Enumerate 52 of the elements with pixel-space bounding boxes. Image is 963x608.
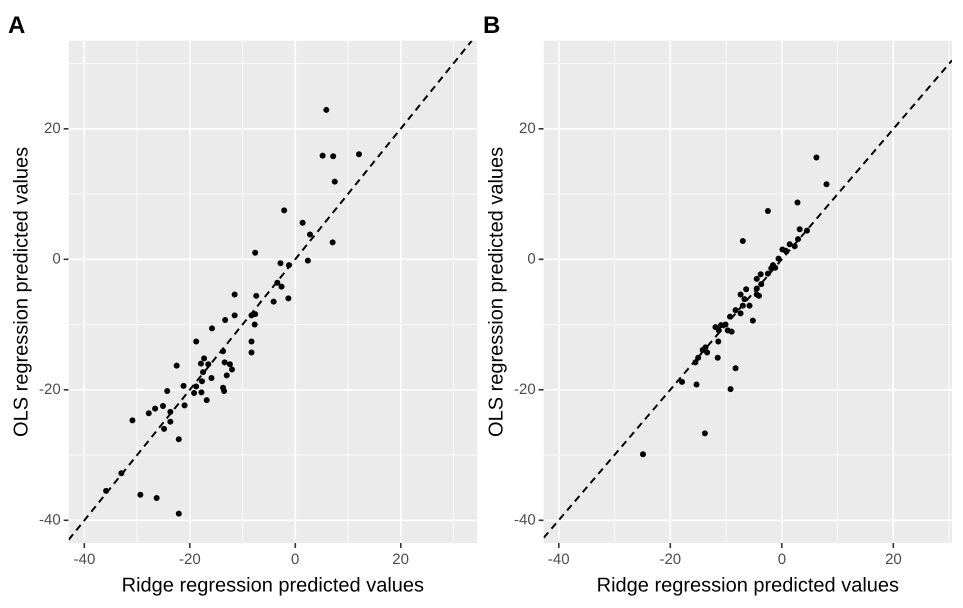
point bbox=[715, 338, 722, 344]
point bbox=[796, 226, 803, 232]
point bbox=[750, 318, 756, 324]
x-tick-label: 0 bbox=[778, 551, 786, 568]
x-tick-label: -20 bbox=[659, 551, 682, 568]
y-tick-label: 0 bbox=[52, 250, 61, 268]
point bbox=[823, 181, 830, 188]
point bbox=[754, 276, 760, 282]
x-tick-label: 20 bbox=[392, 551, 409, 568]
point bbox=[795, 236, 802, 242]
point bbox=[732, 307, 739, 314]
y-axis-title: OLS regression predicted values bbox=[10, 146, 33, 437]
point bbox=[732, 365, 739, 372]
x-tick-label: -40 bbox=[74, 551, 96, 568]
chart-title: B bbox=[483, 12, 500, 40]
point bbox=[786, 241, 793, 248]
point bbox=[738, 310, 744, 316]
point bbox=[702, 430, 708, 436]
y-axis-title: OLS regression predicted values bbox=[486, 146, 508, 437]
point bbox=[640, 451, 646, 458]
point bbox=[704, 350, 710, 356]
y-tick-label: -40 bbox=[38, 511, 61, 528]
point bbox=[746, 302, 753, 309]
y-tick-label: -20 bbox=[38, 380, 61, 398]
point bbox=[694, 382, 700, 388]
point bbox=[764, 208, 771, 214]
point bbox=[714, 354, 721, 361]
point bbox=[804, 228, 810, 234]
point bbox=[743, 286, 750, 292]
x-tick-label: -20 bbox=[179, 551, 201, 568]
point bbox=[764, 270, 771, 277]
point bbox=[728, 328, 735, 335]
x-axis-title: Ridge regression predicted values bbox=[596, 574, 900, 597]
point bbox=[758, 271, 764, 278]
x-tick-label: 20 bbox=[885, 551, 902, 568]
point bbox=[728, 386, 734, 392]
point bbox=[794, 200, 800, 206]
y-tick-label: -40 bbox=[514, 511, 536, 528]
point bbox=[741, 296, 748, 302]
point bbox=[679, 378, 686, 385]
chart-title: A bbox=[8, 12, 26, 40]
point bbox=[813, 154, 820, 161]
point bbox=[740, 238, 746, 244]
point bbox=[754, 292, 760, 298]
y-tick-label: 20 bbox=[44, 120, 61, 137]
x-tick-label: -40 bbox=[548, 551, 570, 568]
x-axis-title: Ridge regression predicted values bbox=[122, 574, 424, 597]
x-tick-label: 0 bbox=[291, 551, 300, 568]
point bbox=[738, 292, 744, 298]
y-tick-label: -20 bbox=[514, 380, 536, 398]
y-tick-label: 0 bbox=[527, 250, 536, 268]
y-tick-label: 20 bbox=[518, 120, 536, 137]
